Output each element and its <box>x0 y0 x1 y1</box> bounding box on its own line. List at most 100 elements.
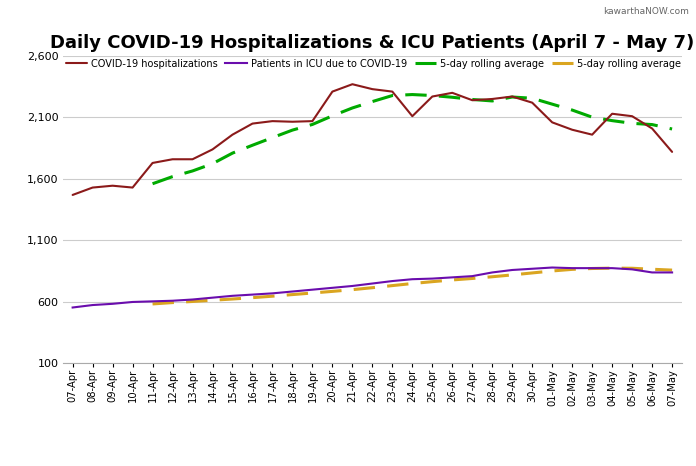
Line: COVID-19 hospitalizations: COVID-19 hospitalizations <box>72 84 672 195</box>
Patients in ICU due to COVID-19 <box>668 270 677 275</box>
Line: 5-day rolling average: 5-day rolling average <box>152 268 672 304</box>
5-day rolling average <box>248 295 257 301</box>
5-day rolling average <box>189 168 197 174</box>
COVID-19 hospitalizations <box>109 183 117 189</box>
5-day rolling average <box>408 92 416 97</box>
COVID-19 hospitalizations <box>588 132 596 137</box>
Patients in ICU due to COVID-19 <box>528 266 537 272</box>
5-day rolling average <box>448 277 457 283</box>
Patients in ICU due to COVID-19 <box>228 293 237 299</box>
5-day rolling average <box>208 297 216 303</box>
5-day rolling average <box>189 299 197 304</box>
COVID-19 hospitalizations <box>248 121 257 126</box>
5-day rolling average <box>448 95 457 100</box>
5-day rolling average <box>548 101 556 107</box>
5-day rolling average <box>588 266 596 271</box>
COVID-19 hospitalizations <box>568 127 576 132</box>
Patients in ICU due to COVID-19 <box>208 295 216 301</box>
5-day rolling average <box>388 93 397 98</box>
5-day rolling average <box>288 127 296 133</box>
COVID-19 hospitalizations <box>608 111 617 116</box>
Patients in ICU due to COVID-19 <box>288 289 296 295</box>
5-day rolling average <box>329 113 337 119</box>
5-day rolling average <box>488 274 496 280</box>
5-day rolling average <box>288 292 296 297</box>
Title: Daily COVID-19 Hospitalizations & ICU Patients (April 7 - May 7): Daily COVID-19 Hospitalizations & ICU Pa… <box>50 34 695 52</box>
5-day rolling average <box>468 96 477 102</box>
Text: kawarthaNOW.com: kawarthaNOW.com <box>603 7 689 16</box>
COVID-19 hospitalizations <box>508 94 516 99</box>
Patients in ICU due to COVID-19 <box>568 265 576 271</box>
Patients in ICU due to COVID-19 <box>388 278 397 284</box>
COVID-19 hospitalizations <box>368 86 377 92</box>
COVID-19 hospitalizations <box>528 100 537 105</box>
5-day rolling average <box>648 267 656 272</box>
5-day rolling average <box>528 270 537 276</box>
Patients in ICU due to COVID-19 <box>648 270 656 275</box>
Patients in ICU due to COVID-19 <box>128 299 136 305</box>
Patients in ICU due to COVID-19 <box>68 305 77 310</box>
COVID-19 hospitalizations <box>329 89 337 95</box>
Patients in ICU due to COVID-19 <box>608 265 617 271</box>
5-day rolling average <box>348 105 356 111</box>
5-day rolling average <box>508 94 516 100</box>
5-day rolling average <box>148 301 157 307</box>
5-day rolling average <box>568 107 576 113</box>
COVID-19 hospitalizations <box>148 160 157 166</box>
Line: 5-day rolling average: 5-day rolling average <box>152 95 672 184</box>
Patients in ICU due to COVID-19 <box>168 298 177 303</box>
COVID-19 hospitalizations <box>468 97 477 103</box>
5-day rolling average <box>208 161 216 166</box>
5-day rolling average <box>368 99 377 104</box>
5-day rolling average <box>168 300 177 305</box>
COVID-19 hospitalizations <box>408 113 416 119</box>
5-day rolling average <box>148 181 157 186</box>
5-day rolling average <box>228 296 237 302</box>
COVID-19 hospitalizations <box>288 119 296 124</box>
Patients in ICU due to COVID-19 <box>109 301 117 307</box>
5-day rolling average <box>668 267 677 273</box>
Patients in ICU due to COVID-19 <box>548 265 556 270</box>
Patients in ICU due to COVID-19 <box>468 274 477 279</box>
5-day rolling average <box>228 151 237 156</box>
Patients in ICU due to COVID-19 <box>329 285 337 291</box>
Patients in ICU due to COVID-19 <box>189 297 197 302</box>
5-day rolling average <box>329 288 337 294</box>
5-day rolling average <box>468 276 477 281</box>
COVID-19 hospitalizations <box>88 185 97 190</box>
5-day rolling average <box>648 122 656 127</box>
COVID-19 hospitalizations <box>388 89 397 95</box>
COVID-19 hospitalizations <box>308 118 317 124</box>
5-day rolling average <box>308 290 317 296</box>
Patients in ICU due to COVID-19 <box>628 267 636 272</box>
5-day rolling average <box>268 135 276 140</box>
COVID-19 hospitalizations <box>208 147 216 152</box>
5-day rolling average <box>248 143 257 148</box>
5-day rolling average <box>428 93 436 98</box>
Line: Patients in ICU due to COVID-19: Patients in ICU due to COVID-19 <box>72 267 672 308</box>
5-day rolling average <box>488 98 496 104</box>
5-day rolling average <box>428 279 436 284</box>
COVID-19 hospitalizations <box>488 96 496 102</box>
Patients in ICU due to COVID-19 <box>268 291 276 296</box>
5-day rolling average <box>388 283 397 288</box>
COVID-19 hospitalizations <box>668 149 677 155</box>
5-day rolling average <box>168 174 177 179</box>
COVID-19 hospitalizations <box>348 82 356 87</box>
5-day rolling average <box>268 294 276 299</box>
COVID-19 hospitalizations <box>268 118 276 124</box>
5-day rolling average <box>668 126 677 132</box>
5-day rolling average <box>628 266 636 271</box>
Patients in ICU due to COVID-19 <box>148 299 157 304</box>
5-day rolling average <box>308 122 317 127</box>
COVID-19 hospitalizations <box>189 157 197 162</box>
5-day rolling average <box>408 281 416 286</box>
5-day rolling average <box>588 114 596 120</box>
Patients in ICU due to COVID-19 <box>448 274 457 280</box>
5-day rolling average <box>528 96 537 101</box>
COVID-19 hospitalizations <box>428 94 436 99</box>
5-day rolling average <box>508 272 516 278</box>
Patients in ICU due to COVID-19 <box>428 276 436 281</box>
COVID-19 hospitalizations <box>68 192 77 198</box>
COVID-19 hospitalizations <box>128 185 136 190</box>
